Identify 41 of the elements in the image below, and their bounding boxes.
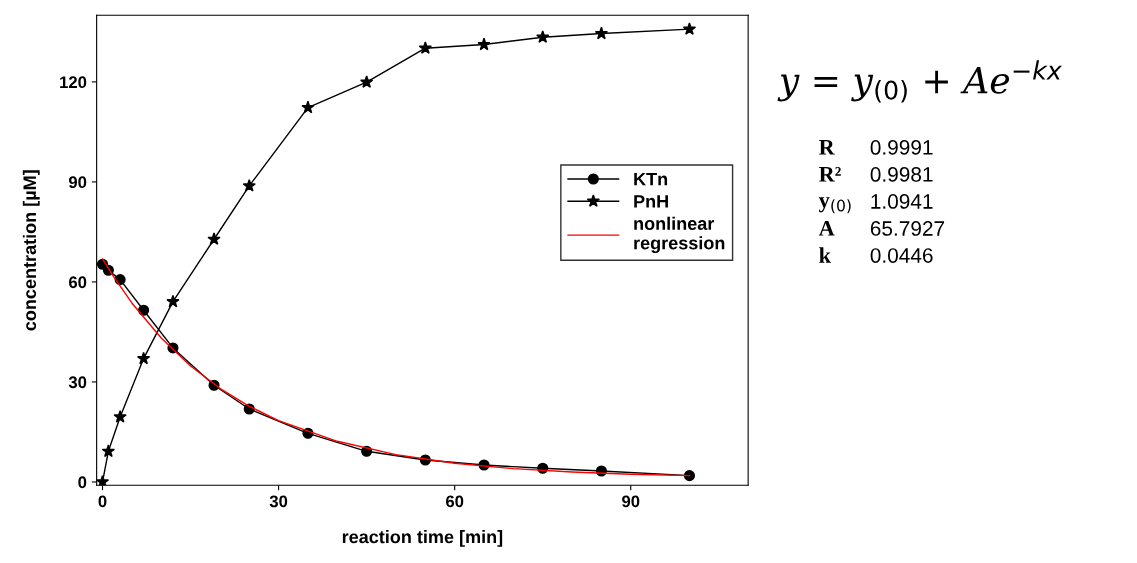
text: 65.7927 [870,221,945,236]
y-tick-label: 0 [78,476,87,489]
point [166,294,180,308]
point [594,26,609,40]
text: 1.0941 [871,194,933,209]
y-tick-label: 60 [69,276,87,289]
point [138,304,150,316]
x-tick-label: 0 [98,495,107,508]
point [536,30,550,43]
x-axis-title: reaction time [min] [342,530,503,547]
point [207,232,221,246]
legend-label: PnH [634,195,668,208]
point [359,75,374,88]
text: R [819,139,835,155]
y-tick-label: 120 [60,76,87,89]
point [301,100,315,114]
x-tick-label: 90 [622,495,640,508]
text: 0.9981 [870,167,933,182]
x-tick-label: 60 [446,495,464,508]
text: y$_{(0)}$ [818,197,851,214]
point [101,444,116,458]
text: A [818,220,835,236]
text: R² [819,166,841,182]
text: 0.9991 [870,140,933,155]
point [682,22,697,35]
text: 0.0446 [870,248,933,263]
legend-label: nonlinear regression [634,216,725,254]
y-tick-label: 30 [68,376,87,389]
point [113,410,127,423]
point [477,37,491,51]
text: k [819,247,831,263]
point [136,351,151,365]
point [683,470,696,482]
point [418,41,432,54]
y-tick-label: 90 [68,176,87,189]
y-axis-title: concentration [µM] [22,170,40,331]
legend-label: KTn [634,172,668,186]
text: y = y$_{(0)}$ + Ae$^{−kx}$ [777,60,1062,103]
point [242,178,256,192]
point [96,475,110,486]
x-tick-label: 30 [269,495,288,508]
